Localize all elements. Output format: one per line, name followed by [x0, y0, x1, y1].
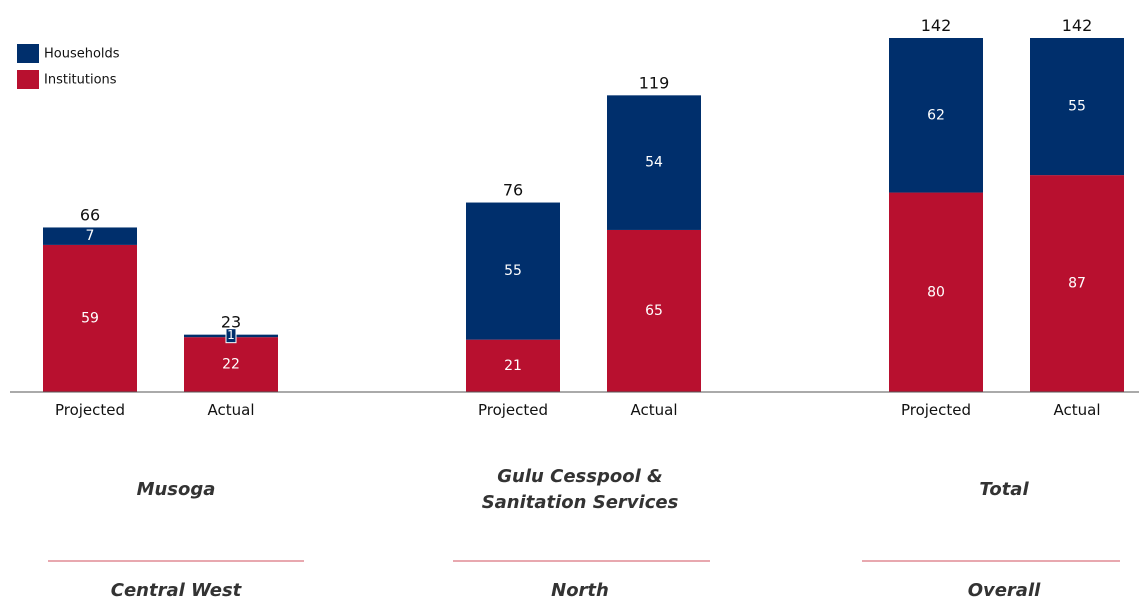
bars	[43, 38, 1124, 392]
data-label-institutions-gulu-cesspool-sanitation-services-projected: 21	[504, 358, 522, 374]
data-label-institutions-gulu-cesspool-sanitation-services-actual: 65	[645, 303, 663, 319]
data-label-institutions-total-projected: 80	[927, 284, 945, 300]
group-name-gulu-cesspool-sanitation-services: Gulu Cesspool & Sanitation Services	[482, 466, 679, 513]
bar-households-gulu-cesspool-sanitation-services-projected	[466, 202, 560, 340]
region-name-total: Overall	[968, 580, 1041, 601]
tick-label-total-projected: Projected	[901, 401, 971, 419]
data-label-institutions-musoga-actual: 22	[222, 357, 240, 373]
bar-institutions-musoga-actual	[184, 337, 278, 392]
tick-label-musoga-projected: Projected	[55, 401, 125, 419]
data-label-households-musoga-actual: 1	[227, 328, 235, 342]
group-name-total: Total	[979, 479, 1029, 500]
total-label-musoga-projected: 66	[80, 205, 100, 224]
data-label-households-total-projected: 62	[927, 107, 945, 123]
total-label-gulu-cesspool-sanitation-services-projected: 76	[503, 181, 523, 200]
total-label-total-projected: 142	[921, 16, 952, 35]
data-label-box-households-musoga-actual	[225, 328, 237, 344]
data-label-households-gulu-cesspool-sanitation-services-actual: 54	[645, 155, 663, 171]
bar-institutions-gulu-cesspool-sanitation-services-actual	[607, 229, 701, 392]
group-name-musoga: Musoga	[137, 479, 216, 500]
total-label-gulu-cesspool-sanitation-services-actual: 119	[639, 73, 670, 92]
bar-institutions-musoga-projected	[43, 244, 137, 392]
data-label-households-musoga-projected: 7	[86, 228, 95, 244]
legend-label-institutions: Institutions	[44, 73, 117, 88]
legend-label-households: Households	[44, 47, 120, 62]
tick-label-total-actual: Actual	[1054, 401, 1101, 419]
tick-label-gulu-cesspool-sanitation-services-actual: Actual	[631, 401, 678, 419]
labels: 59 7 66 Projected 22 123 Actual Musoga Central W…	[48, 16, 1120, 601]
bar-households-total-actual	[1030, 38, 1124, 176]
data-label-households-total-actual: 55	[1068, 99, 1086, 115]
data-label-institutions-musoga-projected: 59	[81, 310, 99, 326]
bar-institutions-total-actual	[1030, 175, 1124, 392]
legend: Households Institutions	[17, 44, 120, 89]
data-label-institutions-total-actual: 87	[1068, 276, 1086, 292]
total-label-musoga-actual: 23	[221, 313, 241, 332]
bar-institutions-total-projected	[889, 192, 983, 392]
bar-households-gulu-cesspool-sanitation-services-actual	[607, 95, 701, 230]
total-label-total-actual: 142	[1062, 16, 1093, 35]
legend-swatch-institutions	[17, 70, 39, 89]
bar-households-musoga-projected	[43, 227, 137, 245]
bar-households-total-projected	[889, 38, 983, 193]
data-label-households-gulu-cesspool-sanitation-services-projected: 55	[504, 263, 522, 279]
region-name-gulu-cesspool-sanitation-services: North	[551, 580, 609, 601]
bar-institutions-gulu-cesspool-sanitation-services-projected	[466, 339, 560, 392]
tick-label-musoga-actual: Actual	[208, 401, 255, 419]
tick-label-gulu-cesspool-sanitation-services-projected: Projected	[478, 401, 548, 419]
region-name-musoga: Central West	[111, 580, 243, 601]
legend-swatch-households	[17, 44, 39, 63]
